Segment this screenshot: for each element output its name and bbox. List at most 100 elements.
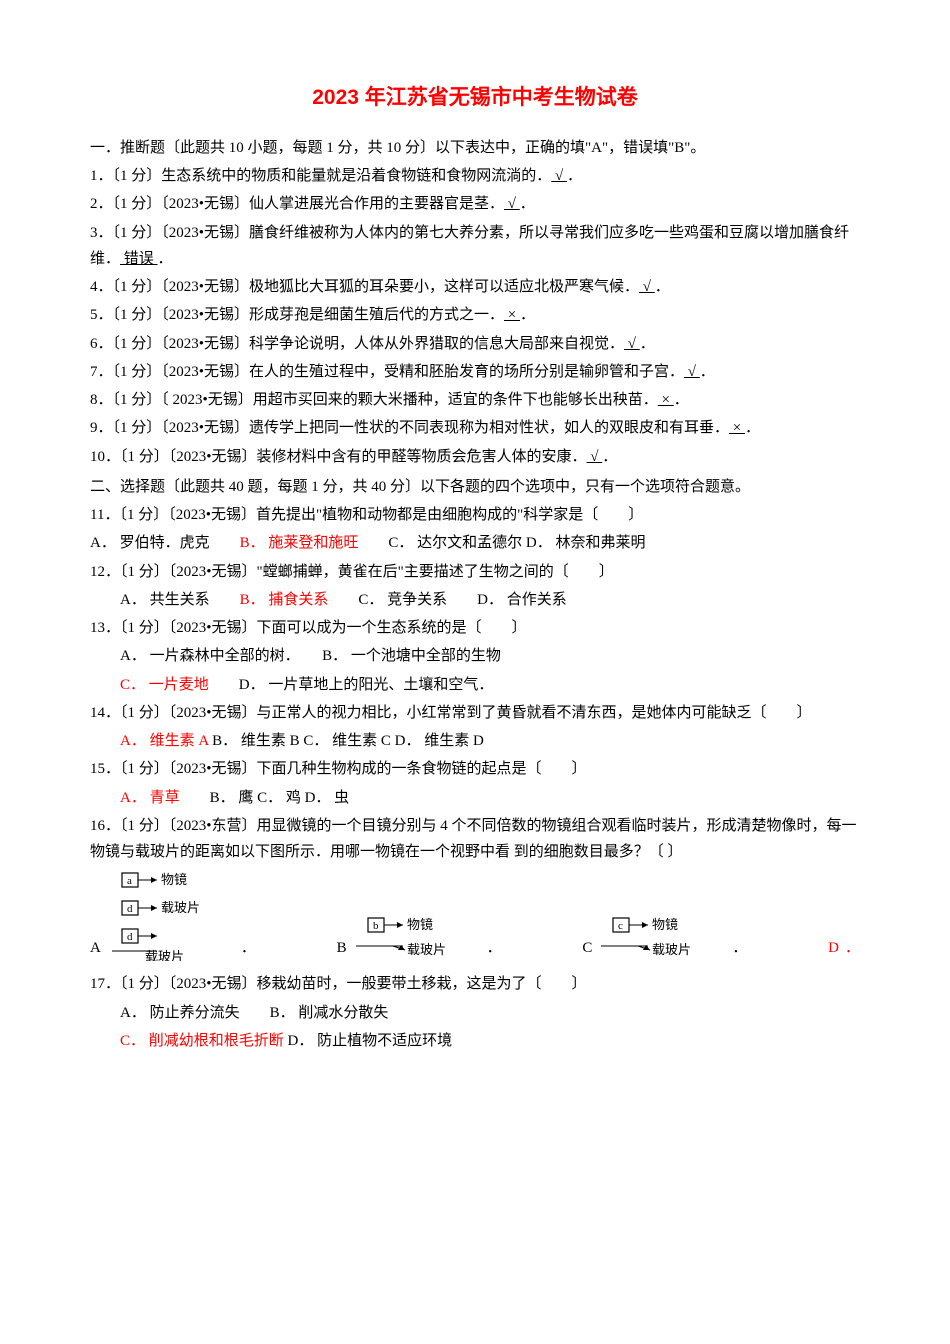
question-17: 17．〔1 分〕〔2023•无锡〕移栽幼苗时，一般要带土移栽，这是为了〔 〕 (90, 971, 860, 997)
question-13-row1: A． 一片森林中全部的树． B． 一个池塘中全部的生物 (90, 643, 860, 669)
svg-text:物镜: 物镜 (407, 917, 433, 932)
q16-opt-a-letter: A (90, 935, 101, 961)
page-title: 2023 年江苏省无锡市中考生物试卷 (90, 80, 860, 117)
q13-opt-d: D． 一片草地上的阳光、土壤和空气． (209, 677, 494, 693)
q5-tail: ． (520, 307, 535, 323)
svg-text:载玻片: 载玻片 (145, 949, 184, 961)
q16-opt-c-letter: C (582, 935, 592, 961)
q14-opt-a: A． 维生素 A (120, 733, 208, 749)
section-2-header: 二、选择题〔此题共 40 题，每题 1 分，共 40 分〕以下各题的四个选项中，… (90, 474, 860, 500)
question-14: 14．〔1 分〕〔2023•无锡〕与正常人的视力相比，小红常常到了黄昏就看不清东… (90, 700, 860, 726)
question-12: 12．〔1 分〕〔2023•无锡〕"螳螂捕蝉，黄雀在后"主要描述了生物之间的〔 … (90, 559, 860, 585)
question-11-options: A． 罗伯特．虎克 B． 施莱登和施旺 C． 达尔文和孟德尔 D． 林奈和弗莱明 (90, 530, 860, 556)
question-13-row2: C． 一片麦地 D． 一片草地上的阳光、土壤和空气． (90, 672, 860, 698)
q3-answer: 错误 (120, 251, 158, 267)
question-3: 3．〔1 分〕〔2023•无锡〕膳食纤维被称为人体内的第七大养分素，所以寻常我们… (90, 220, 860, 273)
question-7: 7．〔1 分〕〔2023•无锡〕在人的生殖过程中，受精和胚胎发育的场所分别是输卵… (90, 359, 860, 385)
q6-tail: ． (640, 336, 655, 352)
question-12-options: A． 共生关系 B． 捕食关系 C． 竞争关系 D． 合作关系 (90, 587, 860, 613)
question-17-row1: A． 防止养分流失 B． 削减水分散失 (90, 1000, 860, 1026)
svg-text:b: b (373, 920, 379, 932)
svg-text:a: a (127, 875, 132, 887)
q16-opt-b-dot: ． (487, 935, 502, 961)
question-15-options: A． 青草 B． 鹰 C． 鸡 D． 虫 (90, 785, 860, 811)
q16-opt-c-dot: ． (732, 935, 747, 961)
q11-opt-a: A． 罗伯特．虎克 (90, 535, 240, 551)
q16-opt-d-group: D． (828, 935, 860, 961)
question-10: 10．〔1 分〕〔2023•无锡〕装修材料中含有的甲醛等物质会危害人体的安康． … (90, 444, 860, 470)
q12-opt-rest: C． 竞争关系 D． 合作关系 (328, 592, 566, 608)
figure-a-icon: a 物镜 d 载玻片 d 载玻片 (107, 871, 237, 961)
q3-tail: ． (158, 251, 173, 267)
q12-opt-b: B． 捕食关系 (240, 592, 329, 608)
question-6: 6．〔1 分〕〔2023•无锡〕科学争论说明，人体从外界猎取的信息大局部来自视觉… (90, 331, 860, 357)
q15-opt-rest: B． 鹰 C． 鸡 D． 虫 (180, 790, 350, 806)
svg-text:c: c (618, 920, 623, 932)
question-17-row2: C． 削减幼根和根毛折断 D． 防止植物不适应环境 (90, 1028, 860, 1054)
figure-c-icon: c 物镜 载玻片 (598, 916, 728, 961)
question-15: 15．〔1 分〕〔2023•无锡〕下面几种生物构成的一条食物链的起点是〔 〕 (90, 756, 860, 782)
question-4: 4．〔1 分〕〔2023•无锡〕极地狐比大耳狐的耳朵要小，这样可以适应北极严寒气… (90, 274, 860, 300)
q1-answer: √ (551, 168, 567, 184)
q16-opt-b-group: B b 物镜 载玻片 ． (337, 916, 502, 961)
svg-text:载玻片: 载玻片 (407, 942, 446, 957)
q11-opt-cd: C． 达尔文和孟德尔 D． 林奈和弗莱明 (358, 535, 645, 551)
q7-text: 7．〔1 分〕〔2023•无锡〕在人的生殖过程中，受精和胚胎发育的场所分别是输卵… (90, 364, 684, 380)
q9-answer: × (729, 420, 745, 436)
q2-text: 2．〔1 分〕〔2023•无锡〕仙人掌进展光合作用的主要器官是茎． (90, 196, 504, 212)
q10-text: 10．〔1 分〕〔2023•无锡〕装修材料中含有的甲醛等物质会危害人体的安康． (90, 449, 587, 465)
q4-answer: √ (639, 279, 655, 295)
figure-b-icon: b 物镜 载玻片 (353, 916, 483, 961)
q9-text: 9．〔1 分〕〔2023•无锡〕遗传学上把同一性状的不同表现称为相对性状，如人的… (90, 420, 729, 436)
q10-answer: √ (587, 449, 603, 465)
question-5: 5．〔1 分〕〔2023•无锡〕形成芽孢是细菌生殖后代的方式之一． × ． (90, 302, 860, 328)
q5-text: 5．〔1 分〕〔2023•无锡〕形成芽孢是细菌生殖后代的方式之一． (90, 307, 504, 323)
svg-text:物镜: 物镜 (652, 917, 678, 932)
q9-tail: ． (745, 420, 760, 436)
q3-text: 3．〔1 分〕〔2023•无锡〕膳食纤维被称为人体内的第七大养分素，所以寻常我们… (90, 225, 849, 267)
question-2: 2．〔1 分〕〔2023•无锡〕仙人掌进展光合作用的主要器官是茎． √ ． (90, 191, 860, 217)
q6-text: 6．〔1 分〕〔2023•无锡〕科学争论说明，人体从外界猎取的信息大局部来自视觉… (90, 336, 624, 352)
q2-tail: ． (520, 196, 535, 212)
question-1: 1．〔1 分〕生态系统中的物质和能量就是沿着食物链和食物网流淌的． √ ． (90, 163, 860, 189)
q4-text: 4．〔1 分〕〔2023•无锡〕极地狐比大耳狐的耳朵要小，这样可以适应北极严寒气… (90, 279, 639, 295)
q7-answer: √ (684, 364, 700, 380)
q1-text: 1．〔1 分〕生态系统中的物质和能量就是沿着食物链和食物网流淌的． (90, 168, 551, 184)
question-16-figures: A a 物镜 d 载玻片 d 载玻片 ． B b 物镜 (90, 871, 860, 961)
q2-answer: √ (504, 196, 520, 212)
svg-text:载玻片: 载玻片 (652, 942, 691, 957)
q5-answer: × (504, 307, 520, 323)
svg-text:d: d (127, 903, 133, 915)
q14-opt-rest: B． 维生素 B C． 维生素 C D． 维生素 D (208, 733, 483, 749)
section-1-header: 一．推断题〔此题共 10 小题，每题 1 分，共 10 分〕以下表达中，正确的填… (90, 135, 860, 161)
q8-tail: ． (674, 392, 689, 408)
q16-opt-d-letter: D (828, 935, 839, 961)
q16-opt-b-letter: B (337, 935, 347, 961)
svg-text:物镜: 物镜 (161, 872, 187, 887)
question-16: 16．〔1 分〕〔2023•东营〕用显微镜的一个目镜分别与 4 个不同倍数的物镜… (90, 813, 860, 866)
q16-opt-a-group: A a 物镜 d 载玻片 d 载玻片 ． (90, 871, 256, 961)
q8-text: 8．〔1 分〕〔 2023•无锡〕用超市买回来的颗大米播种，适宜的条件下也能够长… (90, 392, 658, 408)
question-8: 8．〔1 分〕〔 2023•无锡〕用超市买回来的颗大米播种，适宜的条件下也能够长… (90, 387, 860, 413)
question-9: 9．〔1 分〕〔2023•无锡〕遗传学上把同一性状的不同表现称为相对性状，如人的… (90, 415, 860, 441)
q15-opt-a: A． 青草 (120, 790, 180, 806)
q6-answer: √ (624, 336, 640, 352)
q16-opt-a-dot: ． (241, 935, 256, 961)
q17-opt-c: C． 削减幼根和根毛折断 (120, 1033, 284, 1049)
q16-opt-c-group: C c 物镜 载玻片 ． (582, 916, 747, 961)
q13-opt-c: C． 一片麦地 (120, 677, 209, 693)
q11-opt-b: B． 施莱登和施旺 (240, 535, 359, 551)
svg-text:载玻片: 载玻片 (161, 900, 200, 915)
q16-opt-d-dot: ． (845, 935, 860, 961)
question-13: 13．〔1 分〕〔2023•无锡〕下面可以成为一个生态系统的是〔 〕 (90, 615, 860, 641)
q4-tail: ． (655, 279, 670, 295)
q8-answer: × (658, 392, 674, 408)
q12-opt-a: A． 共生关系 (120, 592, 240, 608)
q17-opt-d: D． 防止植物不适应环境 (284, 1033, 452, 1049)
svg-text:d: d (127, 931, 133, 943)
q7-tail: ． (700, 364, 715, 380)
q1-tail: ． (567, 168, 582, 184)
question-14-options: A． 维生素 A B． 维生素 B C． 维生素 C D． 维生素 D (90, 728, 860, 754)
question-11: 11．〔1 分〕〔2023•无锡〕首先提出"植物和动物都是由细胞构成的"科学家是… (90, 502, 860, 528)
q10-tail: ． (602, 449, 617, 465)
